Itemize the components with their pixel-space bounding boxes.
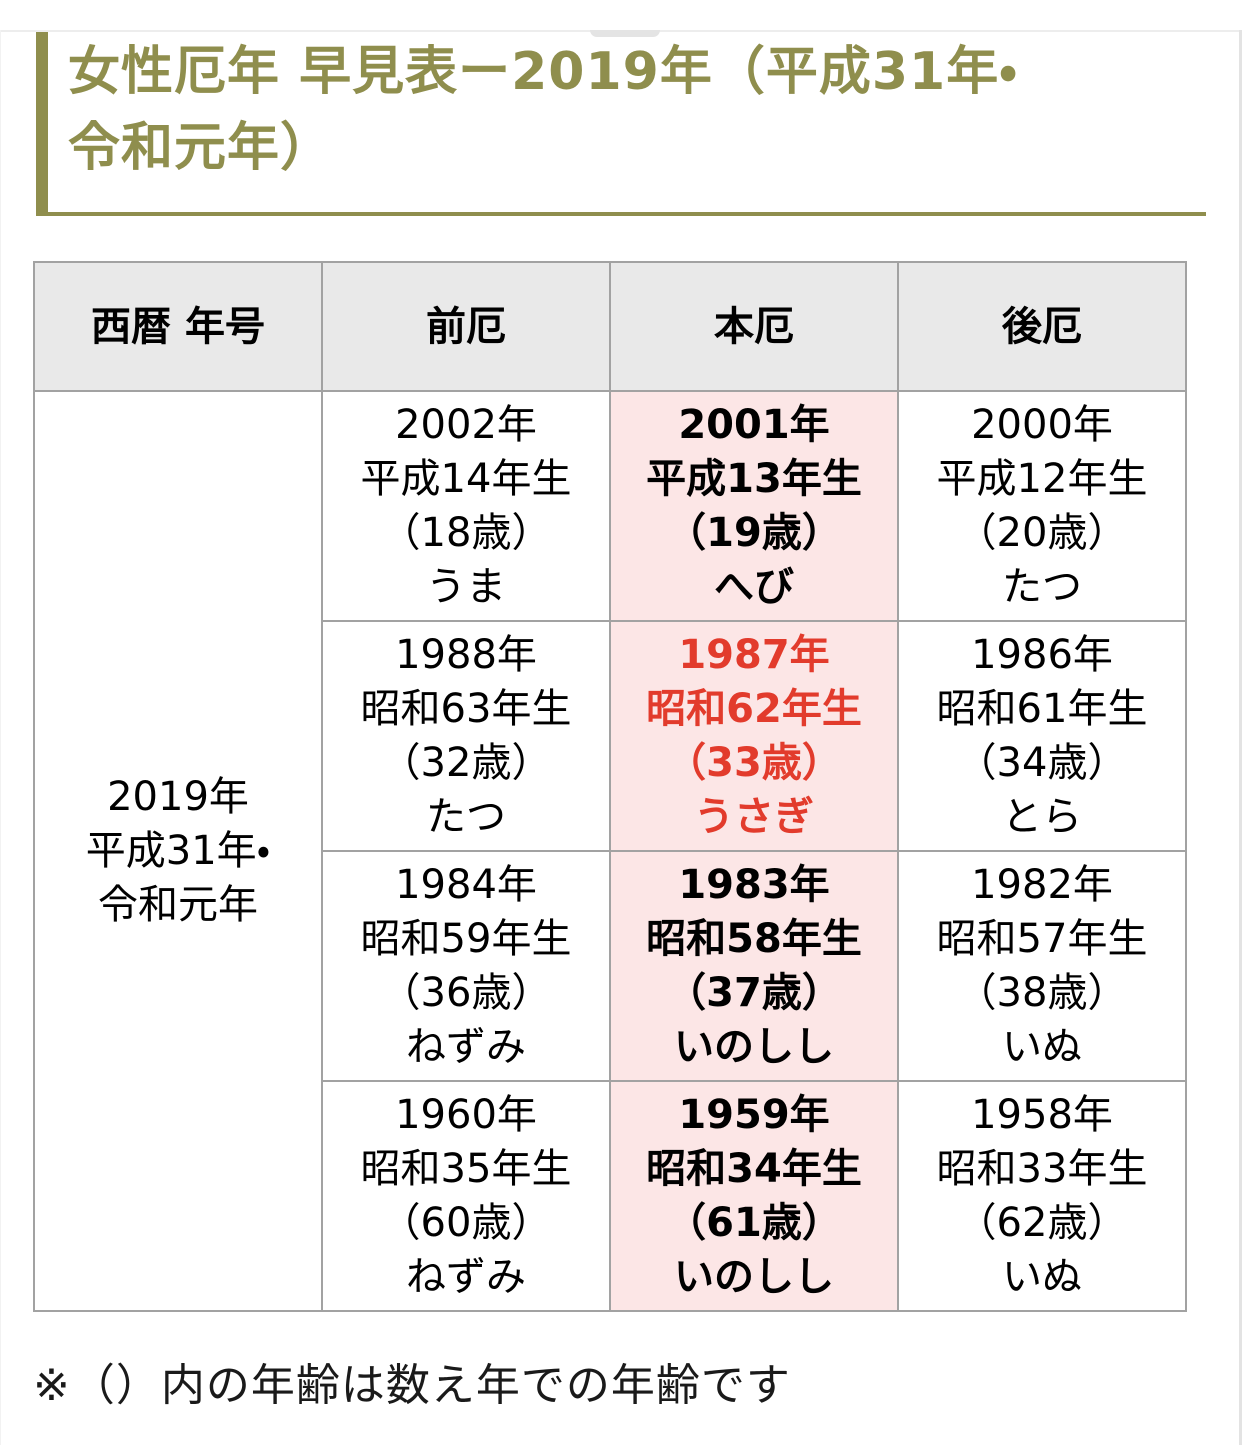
cell-line: いぬ — [1002, 1254, 1082, 1300]
cell-line: ねずみ — [406, 1024, 526, 1070]
cell-line: （37歳） — [666, 970, 842, 1016]
header-row: 西暦 年号 前厄 本厄 後厄 — [33, 261, 1187, 392]
cell-line: 1960年 — [395, 1092, 537, 1138]
cell-line: （61歳） — [666, 1200, 842, 1246]
page-edge-right — [1239, 30, 1242, 1445]
atoyaku-cell: 1986年 昭和61年生 （34歳） とら — [897, 620, 1187, 852]
cell-line: 令和元年 — [98, 882, 258, 928]
cell-line: 1983年 — [678, 862, 830, 908]
cell-line: たつ — [1002, 564, 1082, 610]
col-header-maeyaku: 前厄 — [321, 261, 611, 392]
cell-line: いのしし — [674, 1024, 834, 1070]
maeyaku-cell: 2002年 平成14年生 （18歳） うま — [321, 390, 611, 622]
maeyaku-cell: 1984年 昭和59年生 （36歳） ねずみ — [321, 850, 611, 1082]
cell-line: 1959年 — [678, 1092, 830, 1138]
cell-line: 2002年 — [395, 402, 537, 448]
cell-line: いぬ — [1002, 1024, 1082, 1070]
col-header-atoyaku: 後厄 — [897, 261, 1187, 392]
page-title-line: 令和元年） — [68, 118, 334, 178]
honyaku-cell: 2001年 平成13年生 （19歳） へび — [609, 390, 899, 622]
page-title-line: 女性厄年 早見表ー2019年（平成31年・ — [68, 42, 1018, 102]
page-edge-left — [0, 30, 1, 1445]
cell-line: （60歳） — [380, 1200, 552, 1246]
cell-line: （20歳） — [956, 510, 1128, 556]
cell-line: 平成14年生 — [360, 456, 572, 502]
table-row: 1984年 昭和59年生 （36歳） ねずみ 1983年 昭和58年生 （37歳… — [34, 850, 1187, 1082]
cell-line: 昭和35年生 — [360, 1146, 572, 1192]
cell-line: （38歳） — [956, 970, 1128, 1016]
table-row: 1988年 昭和63年生 （32歳） たつ 1987年 昭和62年生 （33歳）… — [34, 620, 1187, 852]
atoyaku-cell: 2000年 平成12年生 （20歳） たつ — [897, 390, 1187, 622]
cell-line: 昭和33年生 — [936, 1146, 1148, 1192]
cell-line: とら — [1002, 794, 1082, 840]
cell-line: 1986年 — [971, 632, 1113, 678]
cell-line: （62歳） — [956, 1200, 1128, 1246]
cell-line: うさぎ — [694, 794, 814, 840]
cell-line: 昭和63年生 — [360, 686, 572, 732]
cell-line: うま — [426, 564, 506, 610]
honyaku-cell: 1959年 昭和34年生 （61歳） いのしし — [609, 1080, 899, 1312]
year-cell: 2019年 平成31年・ 令和元年 — [33, 390, 323, 1312]
cell-line: ねずみ — [406, 1254, 526, 1300]
honyaku-cell-highlighted: 1987年 昭和62年生 （33歳） うさぎ — [609, 620, 899, 852]
footnote: ※（）内の年齢は数え年での年齢です — [33, 1360, 791, 1411]
cell-line: （34歳） — [956, 740, 1128, 786]
cell-line: 平成13年生 — [646, 456, 862, 502]
page-title: 女性厄年 早見表ー2019年（平成31年・ 令和元年） — [36, 30, 1206, 216]
col-header-seireki-nengo: 西暦 年号 — [33, 261, 323, 392]
cell-line: （33歳） — [666, 740, 842, 786]
atoyaku-cell: 1958年 昭和33年生 （62歳） いぬ — [897, 1080, 1187, 1312]
cell-line: たつ — [426, 794, 506, 840]
cell-line: 1982年 — [971, 862, 1113, 908]
maeyaku-cell: 1988年 昭和63年生 （32歳） たつ — [321, 620, 611, 852]
cell-line: （36歳） — [380, 970, 552, 1016]
cell-line: いのしし — [674, 1254, 834, 1300]
page: { "header": { "title_lines": ["女性厄年 早見表ー… — [0, 30, 1242, 1445]
cell-line: （19歳） — [666, 510, 842, 556]
table-row: 2019年 平成31年・ 令和元年 2002年 平成14年生 （18歳） うま … — [33, 390, 1187, 1312]
cell-line: 昭和61年生 — [936, 686, 1148, 732]
col-header-honyaku: 本厄 — [609, 261, 899, 392]
scroll-notch — [590, 30, 660, 37]
cell-line: （32歳） — [380, 740, 552, 786]
cell-line: 2000年 — [971, 402, 1113, 448]
yakudoshi-table: 西暦 年号 前厄 本厄 後厄 2019年 平成31年・ 令和元年 2002年 平… — [33, 261, 1187, 1312]
maeyaku-cell: 1960年 昭和35年生 （60歳） ねずみ — [321, 1080, 611, 1312]
cell-line: 昭和58年生 — [646, 916, 862, 962]
cell-line: 平成12年生 — [936, 456, 1148, 502]
cell-line: （18歳） — [380, 510, 552, 556]
header-line: 西暦 — [91, 303, 172, 350]
cell-line: 平成31年・ — [85, 828, 271, 874]
cell-line: 1958年 — [971, 1092, 1113, 1138]
cell-line: 2019年 — [107, 774, 249, 820]
atoyaku-cell: 1982年 昭和57年生 （38歳） いぬ — [897, 850, 1187, 1082]
cell-line: へび — [714, 564, 794, 610]
cell-line: 昭和57年生 — [936, 916, 1148, 962]
header-line: 年号 — [184, 303, 265, 350]
cell-line: 昭和34年生 — [646, 1146, 862, 1192]
cell-line: 昭和59年生 — [360, 916, 572, 962]
cell-line: 昭和62年生 — [646, 686, 862, 732]
honyaku-cell: 1983年 昭和58年生 （37歳） いのしし — [609, 850, 899, 1082]
table-row: 1960年 昭和35年生 （60歳） ねずみ 1959年 昭和34年生 （61歳… — [34, 1080, 1187, 1312]
cell-line: 1987年 — [678, 632, 830, 678]
cell-line: 1984年 — [395, 862, 537, 908]
cell-line: 2001年 — [678, 402, 830, 448]
cell-line: 1988年 — [395, 632, 537, 678]
